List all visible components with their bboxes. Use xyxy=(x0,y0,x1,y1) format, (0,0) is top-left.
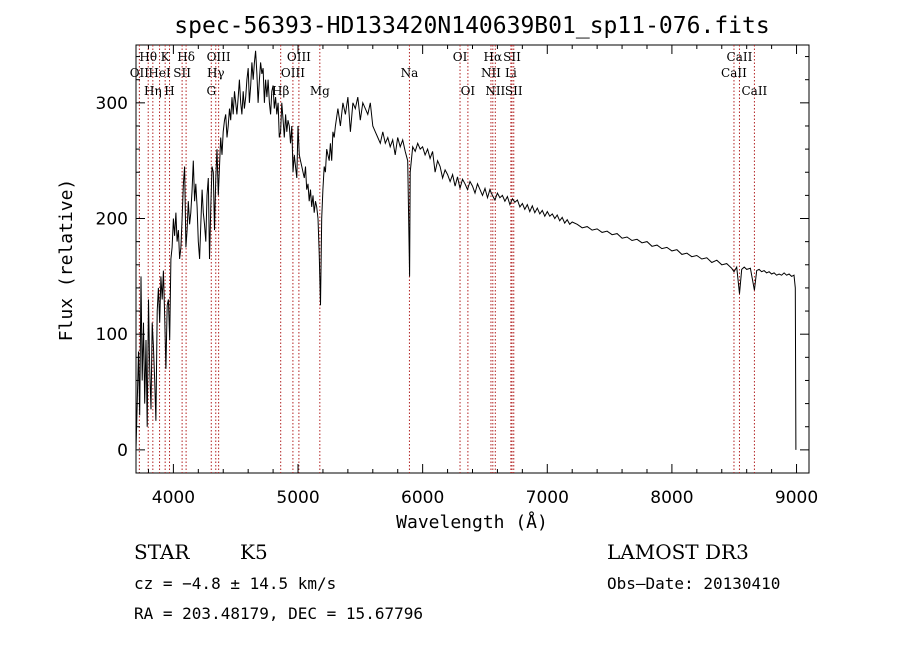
x-tick-label-4000: 4000 xyxy=(152,488,195,508)
line-label-1: OII xyxy=(130,66,150,80)
y-tick-label-200: 200 xyxy=(96,210,128,230)
obs-date-text: Obs–Date: 20130410 xyxy=(607,574,780,593)
coordinates-text: RA = 203.48179, DEC = 15.67796 xyxy=(134,604,423,623)
line-label-20: NII xyxy=(485,84,505,98)
line-label-6: SII xyxy=(173,66,191,80)
line-label-26: CaII xyxy=(741,84,767,98)
x-tick-label-8000: 8000 xyxy=(650,488,693,508)
line-label-16: OI xyxy=(453,50,468,64)
line-label-19: NII xyxy=(481,66,501,80)
y-tick-label-300: 300 xyxy=(96,94,128,114)
line-label-12: OIII xyxy=(287,50,311,64)
line-label-11: Hβ xyxy=(272,84,289,98)
line-label-8: OIII xyxy=(207,50,231,64)
line-label-14: Mg xyxy=(310,84,330,98)
spectrum-series-line xyxy=(135,50,797,450)
line-label-15: Na xyxy=(401,66,419,80)
y-tick-label-0: 0 xyxy=(117,441,128,461)
line-label-0: Hθ xyxy=(139,50,157,64)
x-tick-label-7000: 7000 xyxy=(526,488,569,508)
line-label-23: SII xyxy=(505,84,523,98)
object-class: STAR xyxy=(134,540,190,564)
x-tick-label-9000: 9000 xyxy=(775,488,818,508)
y-tick-label-100: 100 xyxy=(96,325,128,345)
line-label-13: OIII xyxy=(281,66,305,80)
object-subclass: K5 xyxy=(240,540,268,564)
line-label-21: SII xyxy=(503,50,521,64)
survey-name: LAMOST DR3 xyxy=(607,540,749,564)
y-axis-label: Flux (relative) xyxy=(56,179,77,342)
line-label-18: Hα xyxy=(484,50,503,64)
x-tick-label-6000: 6000 xyxy=(401,488,444,508)
chart-title: spec-56393-HD133420N140639B01_sp11-076.f… xyxy=(174,13,769,39)
axis-tick-labels: 4000 5000 6000 7000 8000 9000 0 100 200 300 xyxy=(96,94,819,508)
line-label-17: OI xyxy=(461,84,476,98)
line-label-10: G xyxy=(206,84,216,98)
line-label-2: Hη xyxy=(144,84,162,98)
line-label-25: CaII xyxy=(721,66,747,80)
spectral-line-labels: Hθ OII Hη HeI K H SII Hδ OIII Hγ G Hβ OIII OIII Mg Na OI… xyxy=(130,50,768,98)
line-label-5: H xyxy=(164,84,174,98)
x-tick-label-5000: 5000 xyxy=(276,488,319,508)
x-axis-label: Wavelength (Å) xyxy=(396,511,548,533)
line-label-24: CaII xyxy=(727,50,753,64)
line-label-4: K xyxy=(161,50,171,64)
line-label-9: Hγ xyxy=(207,66,225,80)
line-label-22: Li xyxy=(505,66,517,80)
redshift-text: cz = −4.8 ± 14.5 km/s xyxy=(134,574,336,593)
line-label-7: Hδ xyxy=(177,50,195,64)
line-label-3: HeI xyxy=(148,66,171,80)
